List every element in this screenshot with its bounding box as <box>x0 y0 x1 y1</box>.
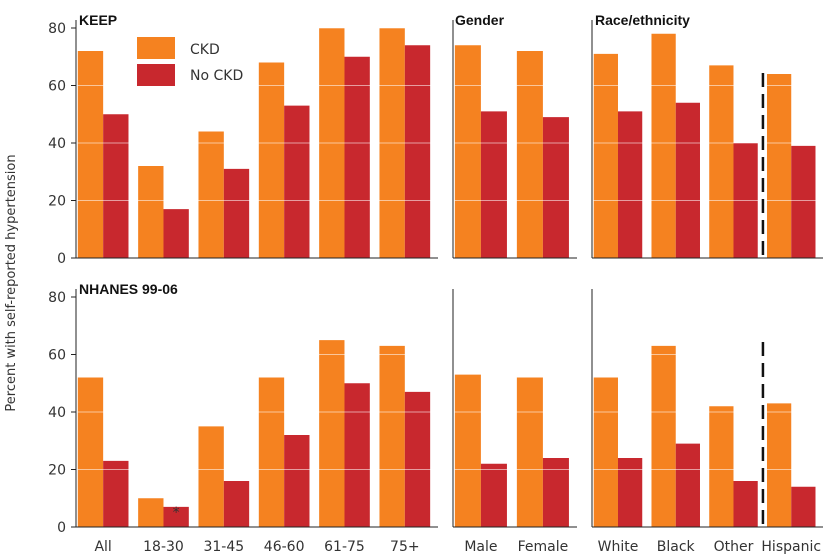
panel-5-x-tick-label-female: Female <box>518 539 569 555</box>
panel-5-bar-male-no-ckd <box>480 463 507 527</box>
panel-1-y-tick-label-60: 60 <box>48 79 66 95</box>
chart-layer: 0 20 40 60 80 KEEP Gender Race/ethnicity 0 20 40 60… <box>48 12 823 555</box>
panel-1-y-tick-label-40: 40 <box>48 136 66 152</box>
panel-3-bar-black-ckd <box>651 33 676 258</box>
panel-4-y-tick-label-40: 40 <box>48 405 66 421</box>
panel-6-bar-white-ckd <box>593 377 618 527</box>
panel-3-bar-white-no-ckd <box>617 111 643 258</box>
panel-2-title: Gender <box>455 12 505 28</box>
legend-swatch-ckd <box>137 37 175 59</box>
panel-4-x-tick-label-31-45: 31-45 <box>203 539 244 555</box>
panel-4-x-tick-label-all: All <box>94 539 111 555</box>
legend: CKD No CKD <box>137 37 243 86</box>
panel-1-bar-46-60-ckd <box>258 62 285 258</box>
panel-4-annotation: * <box>173 505 180 521</box>
panel-4-y-tick-label-20: 20 <box>48 463 66 479</box>
panel-2-bar-male-ckd <box>454 45 481 258</box>
panel-4-bars <box>77 340 431 527</box>
panel-3-bars <box>593 33 816 258</box>
panel-6-bar-other-no-ckd <box>733 481 758 527</box>
panel-4-bar-61-75-no-ckd <box>344 383 370 527</box>
panel-4-bar-31-45-no-ckd <box>223 481 250 527</box>
y-axis-label: Percent with self-reported hypertension <box>4 154 19 411</box>
panel-4-y-tick-label-60: 60 <box>48 348 66 364</box>
panel-5: Male Female <box>452 289 577 555</box>
panel-2: Gender <box>452 12 577 259</box>
legend-label-no-ckd: No CKD <box>190 68 243 84</box>
panel-4-x-tick-label-46-60: 46-60 <box>264 539 305 555</box>
panel-4-x-tick-label-18-30: 18-30 <box>143 539 184 555</box>
panel-4-bar-18-30-ckd <box>138 498 164 527</box>
legend-swatch-no-ckd <box>137 64 175 86</box>
panel-3-bar-black-no-ckd <box>675 102 700 258</box>
panel-1-y-tick-label-80: 80 <box>48 21 66 37</box>
panel-3: Race/ethnicity <box>591 12 823 259</box>
panel-6-bar-black-no-ckd <box>675 443 700 527</box>
panel-6-x-tick-label-other: Other <box>714 539 754 555</box>
panel-4-bar-61-75-ckd <box>319 340 345 527</box>
panel-4-x-tick-label-75: 75+ <box>390 539 420 555</box>
panel-4: 0 20 40 60 80 NHANES 99-06 * All 18-30 31-45 46-60… <box>48 281 438 555</box>
panel-4-y-tick-label-0: 0 <box>57 520 66 536</box>
panel-6-x-tick-label-black: Black <box>657 539 696 555</box>
panel-3-bar-hispanic-ckd <box>766 74 792 258</box>
panel-6-bar-other-ckd <box>709 406 734 527</box>
panel-6-bar-black-ckd <box>651 345 676 527</box>
panel-1-bar-46-60-no-ckd <box>284 105 310 258</box>
panel-4-x-tick-label-61-75: 61-75 <box>324 539 365 555</box>
panel-4-bar-all-ckd <box>77 377 104 527</box>
legend-label-ckd: CKD <box>190 42 220 58</box>
panel-1-bar-18-30-ckd <box>138 166 164 258</box>
panel-5-bar-female-no-ckd <box>542 458 569 527</box>
panel-1-bar-31-45-no-ckd <box>223 168 250 258</box>
panel-5-x-tick-label-male: Male <box>464 539 497 555</box>
panel-1-bar-75-no-ckd <box>404 45 431 258</box>
panel-1-y-tick-label-20: 20 <box>48 194 66 210</box>
panel-3-bar-other-ckd <box>709 65 734 258</box>
panel-3-title: Race/ethnicity <box>595 12 690 28</box>
panel-3-bar-hispanic-no-ckd <box>791 145 816 258</box>
panel-4-bar-46-60-ckd <box>258 377 285 527</box>
panel-1-bar-all-no-ckd <box>103 114 129 258</box>
panel-6-bars <box>593 345 816 527</box>
panel-1-title: KEEP <box>79 12 117 28</box>
panel-5-bar-male-ckd <box>454 374 481 527</box>
panel-6-x-tick-label-hispanic: Hispanic <box>761 539 821 555</box>
panel-6-bar-white-no-ckd <box>617 458 643 527</box>
panel-4-bar-18-30-no-ckd <box>163 506 189 527</box>
panel-6: White Black Other Hispanic <box>591 289 823 555</box>
panel-6-bar-hispanic-ckd <box>766 403 792 527</box>
panel-2-bar-female-no-ckd <box>542 117 569 258</box>
panel-1-bar-all-ckd <box>77 51 104 258</box>
panel-4-bar-75-no-ckd <box>404 391 431 527</box>
panel-6-bar-hispanic-no-ckd <box>791 486 816 527</box>
panel-4-bar-31-45-ckd <box>198 426 224 527</box>
panel-4-y-tick-label-80: 80 <box>48 290 66 306</box>
panel-4-title: NHANES 99-06 <box>79 281 178 297</box>
panel-1-bar-61-75-no-ckd <box>344 56 370 258</box>
panel-1-y-tick-label-0: 0 <box>57 251 66 267</box>
panel-2-bar-male-no-ckd <box>480 111 507 258</box>
panel-5-bar-female-ckd <box>516 377 543 527</box>
panel-4-bar-46-60-no-ckd <box>284 435 310 527</box>
panel-4-bar-75-ckd <box>379 345 405 527</box>
panel-2-bar-female-ckd <box>516 51 543 258</box>
panel-5-bars <box>454 374 569 527</box>
panel-1: 0 20 40 60 80 KEEP <box>48 12 438 267</box>
panel-6-x-tick-label-white: White <box>598 539 639 555</box>
panel-2-bars <box>454 45 569 258</box>
panel-3-bar-white-ckd <box>593 53 618 258</box>
panel-1-bar-18-30-no-ckd <box>163 209 189 258</box>
panel-1-bar-31-45-ckd <box>198 131 224 258</box>
panel-4-bar-all-no-ckd <box>103 460 129 527</box>
